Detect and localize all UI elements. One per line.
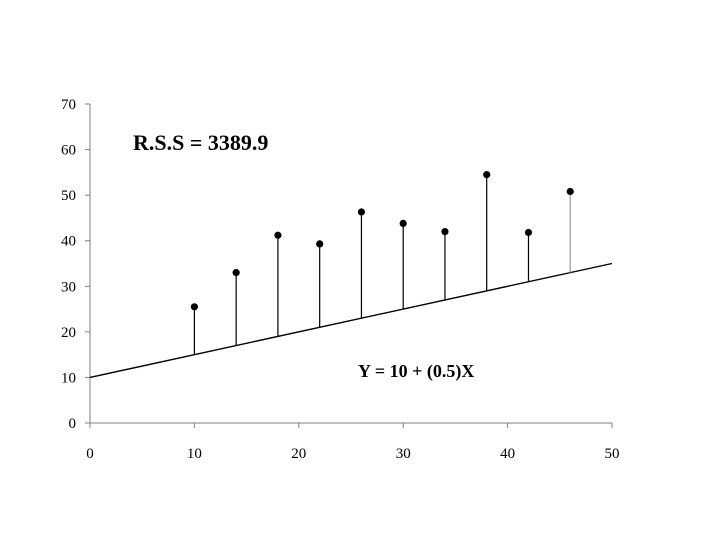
data-point (316, 240, 324, 248)
ticks: 0 10 20 30 40 50 60 70 0 10 20 30 40 50 (61, 97, 620, 462)
fit-line (89, 262, 613, 379)
x-tick-label: 10 (187, 446, 202, 462)
data-point (232, 269, 240, 277)
y-tick-label: 50 (61, 188, 76, 204)
data-point (399, 219, 407, 227)
data-point (357, 208, 366, 216)
y-tick-label: 10 (61, 370, 76, 386)
data-point (190, 303, 198, 311)
y-tick-label: 60 (61, 143, 76, 159)
data-point (524, 228, 533, 237)
x-tick-label: 50 (605, 446, 620, 462)
y-tick-label: 20 (61, 325, 76, 341)
rss-annotation: R.S.S = 3389.9 (133, 130, 268, 155)
y-tick-label: 70 (61, 97, 76, 113)
y-tick-label: 40 (61, 234, 76, 250)
data-point (566, 187, 574, 196)
x-tick-label: 40 (500, 446, 515, 462)
residuals (193, 174, 571, 355)
x-tick-label: 20 (291, 446, 306, 462)
data-point (441, 228, 449, 236)
data-point (483, 171, 491, 179)
data-points (190, 171, 574, 311)
data-point (274, 231, 282, 239)
fit-line-group (89, 262, 613, 379)
y-tick-label: 0 (69, 416, 77, 432)
equation-annotation: Y = 10 + (0.5)X (358, 361, 474, 382)
x-tick-label: 0 (86, 446, 94, 462)
y-tick-label: 30 (61, 279, 76, 295)
axes (89, 104, 612, 424)
x-tick-label: 30 (396, 446, 411, 462)
